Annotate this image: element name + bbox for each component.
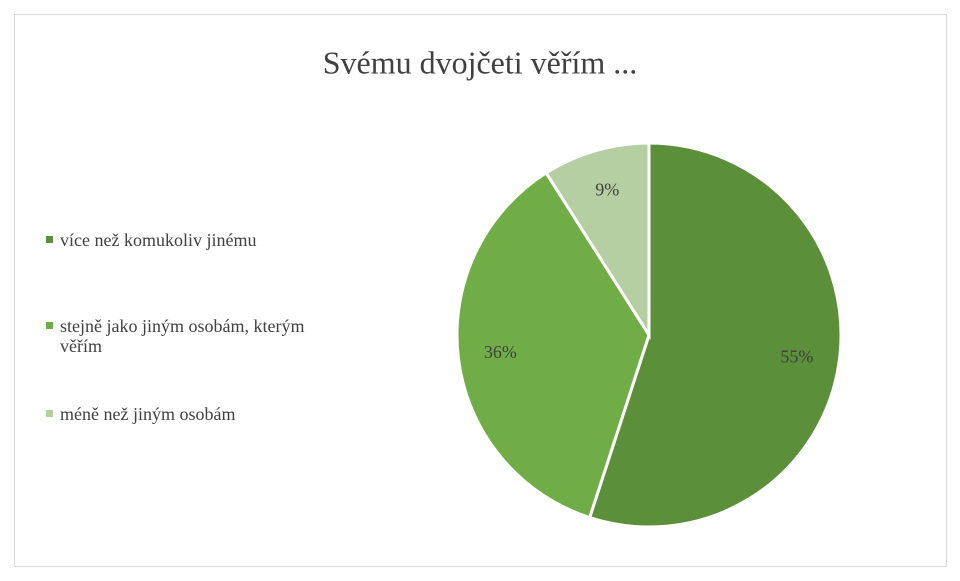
- legend-label: více než komukoliv jinému: [60, 230, 257, 250]
- legend-item: více než komukoliv jinému: [46, 230, 350, 250]
- legend-item: stejně jako jiným osobám, kterým věřím: [46, 316, 350, 356]
- pie-slice: [544, 141, 651, 341]
- pie-slice: [455, 170, 651, 520]
- pie-slice: [587, 141, 843, 529]
- legend-label: stejně jako jiným osobám, kterým věřím: [60, 316, 305, 356]
- legend-swatch: [46, 236, 53, 243]
- data-label: 55%: [780, 347, 813, 367]
- legend-item: méně než jiným osobám: [46, 404, 350, 424]
- legend-label: méně než jiným osobám: [60, 404, 236, 424]
- legend-swatch: [46, 410, 53, 417]
- legend-swatch: [46, 322, 53, 329]
- data-label: 36%: [484, 342, 517, 362]
- data-label: 9%: [595, 179, 619, 199]
- chart-title: Svému dvojčeti věřím ...: [323, 44, 638, 80]
